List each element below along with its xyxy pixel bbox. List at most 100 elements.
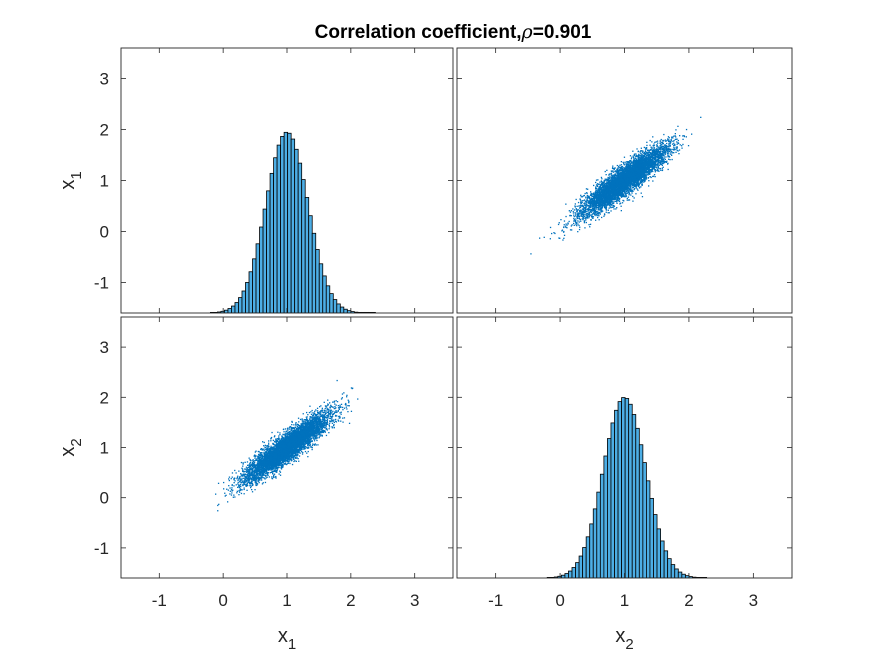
scatter-point (630, 160, 632, 162)
scatter-point (676, 148, 678, 150)
scatter-point (668, 140, 670, 143)
scatter-point (577, 220, 579, 222)
scatter-point (557, 223, 560, 226)
scatter-point (602, 183, 605, 185)
scatter-point (655, 155, 657, 157)
scatter-point (580, 220, 582, 222)
scatter-point (671, 154, 673, 156)
scatter-point (666, 147, 668, 149)
scatter-point (626, 197, 628, 200)
scatter-point (585, 219, 587, 221)
scatter-point (613, 198, 615, 200)
scatter-point (566, 227, 568, 229)
scatter-point (598, 186, 600, 188)
scatter-point (655, 166, 658, 168)
scatter-point (597, 179, 599, 181)
scatter-point (648, 171, 650, 173)
scatter-point (622, 195, 625, 198)
scatter-point (616, 175, 619, 177)
scatter-point (674, 143, 676, 146)
scatter-point (588, 207, 590, 209)
scatter-point (648, 161, 650, 163)
scatter-point (644, 179, 647, 181)
scatter-point (644, 154, 646, 156)
scatter-point (609, 180, 611, 182)
scatter-point (661, 158, 664, 160)
scatter-point (652, 170, 654, 173)
scatter-point (594, 194, 596, 196)
scatter-point (640, 152, 642, 154)
scatter-point (655, 141, 657, 143)
scatter-point (626, 182, 628, 184)
scatter-point (665, 148, 668, 150)
scatter-point (629, 185, 631, 188)
scatter-point (597, 199, 599, 201)
scatter-point (599, 208, 601, 210)
scatter-point (675, 138, 677, 140)
scatter-point (667, 139, 669, 141)
scatter-point (644, 166, 646, 168)
scatter-point (672, 152, 674, 154)
scatter-point (651, 169, 653, 172)
scatter-point (636, 188, 638, 190)
scatter-point (592, 201, 594, 203)
y-tick-label: 2 (100, 121, 109, 140)
scatter-point (660, 158, 663, 161)
scatter-point (622, 170, 625, 172)
scatter-point (589, 223, 592, 225)
scatter-point (613, 208, 615, 210)
scatter-point (620, 205, 622, 207)
panel-content (530, 116, 702, 255)
scatter-point (657, 157, 659, 159)
scatter-point (647, 153, 649, 155)
scatter-point (605, 182, 607, 184)
scatter-point (614, 185, 616, 187)
scatter-point (607, 176, 609, 179)
histogram-bar (315, 249, 320, 313)
scatter-point (583, 199, 586, 201)
scatter-point (670, 141, 672, 143)
scatter-point (607, 182, 609, 184)
scatter-point (611, 205, 613, 207)
scatter-point (612, 195, 614, 197)
scatter-point (605, 211, 607, 213)
scatter-point (654, 150, 656, 153)
scatter-point (631, 167, 633, 169)
scatter-point (673, 148, 675, 150)
scatter-point (595, 198, 598, 200)
scatter-point (622, 199, 624, 202)
scatter-point (642, 180, 645, 182)
scatter-point (608, 174, 610, 176)
scatter-point (604, 206, 607, 208)
scatter-point (618, 175, 620, 178)
scatter-point (617, 167, 619, 169)
scatter-point (605, 208, 607, 211)
scatter-point (644, 166, 646, 168)
scatter-point (575, 198, 577, 201)
scatter-point (618, 189, 620, 191)
scatter-point (641, 181, 643, 184)
scatter-point (632, 155, 634, 157)
scatter-point (621, 186, 624, 188)
scatter-point (597, 214, 599, 217)
scatter-point (655, 153, 657, 155)
scatter-point (586, 214, 588, 217)
scatter-point (652, 165, 654, 167)
scatter-point (616, 193, 618, 195)
scatter-point (651, 152, 653, 154)
scatter-point (573, 215, 575, 218)
scatter-point (620, 172, 622, 174)
scatter-point (578, 213, 580, 215)
scatter-point (609, 176, 611, 178)
scatter-point (626, 189, 628, 191)
histogram-bar (259, 226, 264, 313)
scatter-point (663, 161, 665, 164)
scatter-point (661, 145, 663, 147)
scatter-point (637, 155, 639, 157)
scatter-point (598, 205, 600, 207)
scatter-point (603, 185, 605, 187)
scatter-point (631, 166, 633, 169)
scatter-point (667, 154, 669, 157)
scatter-point (641, 156, 643, 158)
scatter-point (567, 222, 569, 224)
